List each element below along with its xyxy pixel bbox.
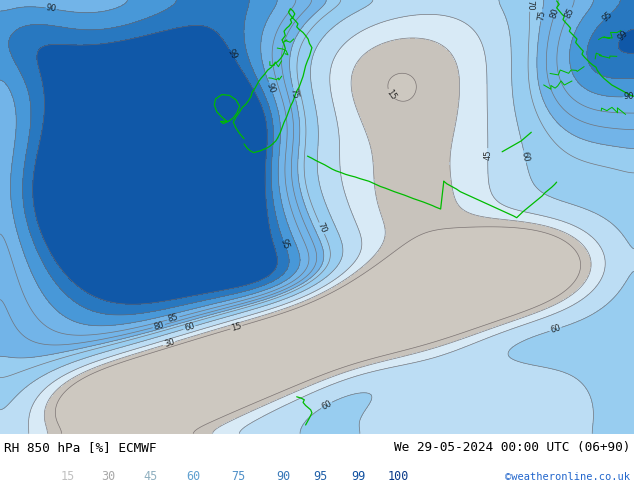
Text: 30: 30 [163,338,176,349]
Text: 60: 60 [186,470,200,484]
Text: RH 850 hPa [%] ECMWF: RH 850 hPa [%] ECMWF [4,441,157,454]
Text: 99: 99 [226,48,238,61]
Text: 90: 90 [45,3,56,14]
Text: 85: 85 [167,313,179,324]
Text: 85: 85 [563,6,576,20]
Text: 90: 90 [264,81,276,95]
Text: 60: 60 [320,399,333,412]
Text: 99: 99 [351,470,365,484]
Text: 100: 100 [387,470,409,484]
Text: 75: 75 [536,9,547,21]
Text: 80: 80 [549,6,561,20]
Text: ©weatheronline.co.uk: ©weatheronline.co.uk [505,472,630,482]
Text: 99: 99 [616,29,630,43]
Text: 95: 95 [313,470,327,484]
Text: 45: 45 [483,149,492,160]
Text: 30: 30 [101,470,115,484]
Text: 60: 60 [549,323,562,335]
Text: 90: 90 [276,470,290,484]
Text: 70: 70 [316,221,328,235]
Text: 80: 80 [153,320,165,332]
Text: 70: 70 [525,0,534,11]
Text: 15: 15 [384,88,398,101]
Text: 75: 75 [288,87,300,99]
Text: 60: 60 [519,150,531,163]
Text: We 29-05-2024 00:00 UTC (06+90): We 29-05-2024 00:00 UTC (06+90) [394,441,630,454]
Text: 95: 95 [601,9,614,23]
Text: 90: 90 [624,92,634,101]
Text: 60: 60 [183,322,196,333]
Text: 15: 15 [61,470,75,484]
Text: 75: 75 [231,470,245,484]
Text: 95: 95 [278,238,290,251]
Text: 45: 45 [143,470,157,484]
Text: 15: 15 [230,321,243,333]
